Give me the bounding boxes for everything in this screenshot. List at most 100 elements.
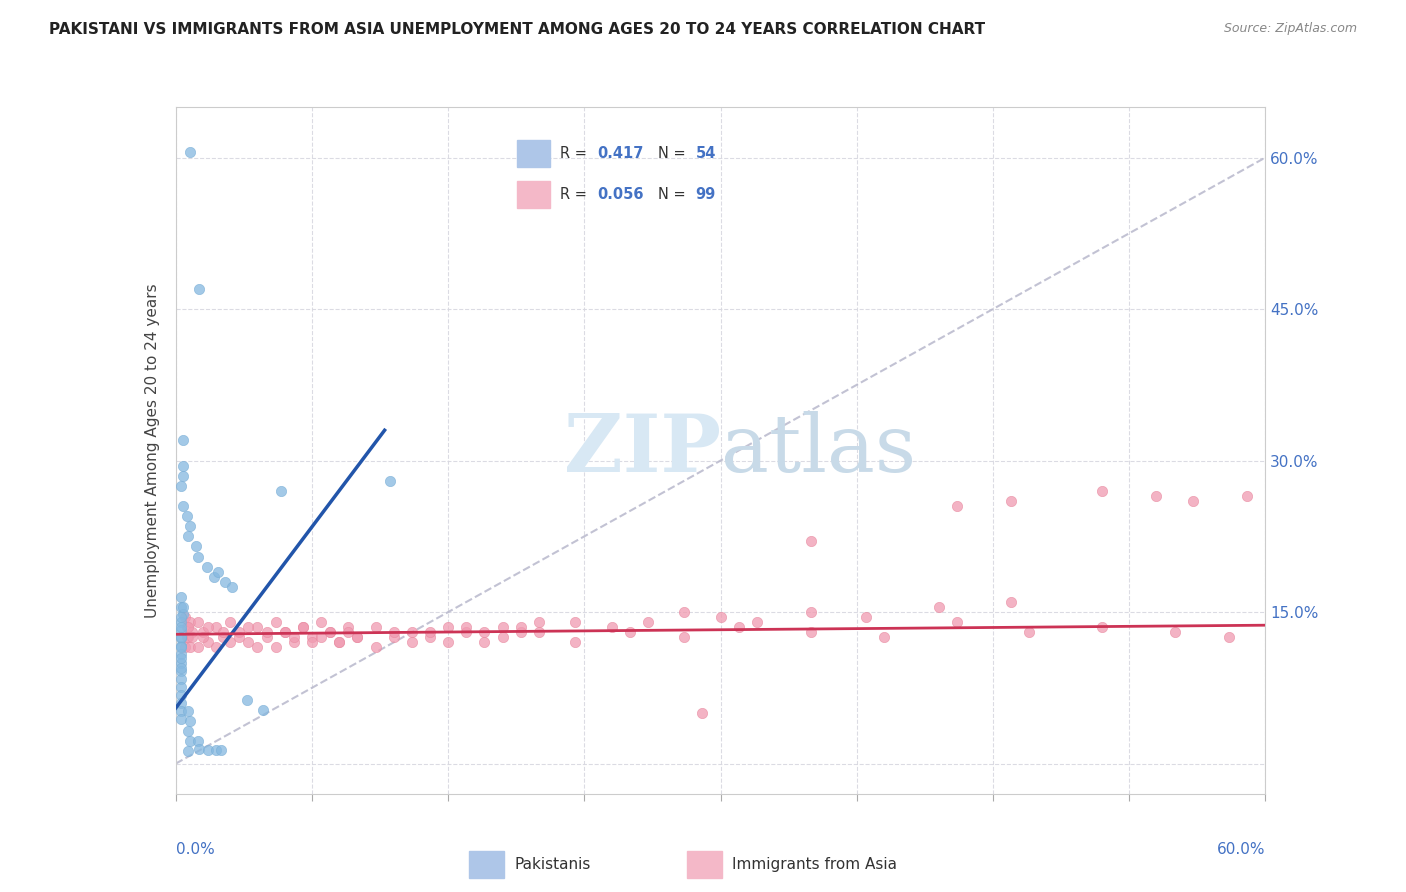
- Point: [291, 620, 314, 634]
- Point: [172, 434, 194, 448]
- Point: [172, 499, 194, 513]
- Point: [173, 610, 195, 624]
- Point: [1018, 625, 1040, 640]
- Point: [179, 145, 201, 160]
- Point: [283, 630, 305, 644]
- Point: [855, 610, 877, 624]
- Point: [1091, 483, 1114, 498]
- Point: [170, 624, 193, 638]
- Point: [184, 540, 207, 554]
- Point: [419, 625, 441, 640]
- Point: [179, 519, 201, 533]
- Point: [264, 640, 287, 655]
- Point: [1146, 489, 1168, 503]
- Text: 0.0%: 0.0%: [176, 842, 215, 857]
- Point: [191, 630, 214, 644]
- Point: [673, 630, 696, 644]
- Point: [172, 458, 194, 473]
- Point: [212, 625, 235, 640]
- Point: [177, 704, 200, 718]
- Point: [456, 620, 478, 634]
- Point: [328, 635, 350, 649]
- Point: [170, 630, 193, 644]
- Point: [337, 620, 360, 634]
- Point: [170, 680, 193, 694]
- Point: [419, 630, 441, 644]
- Point: [382, 630, 405, 644]
- Point: [170, 632, 193, 646]
- Point: [177, 744, 200, 758]
- Point: [437, 620, 460, 634]
- Point: [191, 625, 214, 640]
- Point: [1000, 595, 1022, 609]
- Point: [197, 620, 219, 634]
- Point: [564, 615, 586, 630]
- Point: [219, 615, 242, 630]
- Point: [301, 635, 323, 649]
- Point: [172, 468, 194, 483]
- Point: [692, 706, 714, 720]
- Point: [945, 615, 967, 630]
- Point: [228, 630, 250, 644]
- Point: [186, 640, 209, 655]
- Point: [238, 635, 260, 649]
- Point: [564, 635, 586, 649]
- Text: N =: N =: [658, 187, 690, 202]
- Point: [600, 620, 623, 634]
- Point: [202, 570, 225, 584]
- Point: [401, 625, 423, 640]
- Point: [207, 565, 229, 579]
- Point: [800, 605, 823, 619]
- Text: Source: ZipAtlas.com: Source: ZipAtlas.com: [1223, 22, 1357, 36]
- Point: [283, 635, 305, 649]
- Point: [270, 483, 292, 498]
- Point: [170, 672, 193, 686]
- Point: [170, 656, 193, 670]
- Point: [873, 630, 896, 644]
- Point: [219, 635, 242, 649]
- Point: [186, 615, 209, 630]
- Point: [337, 625, 360, 640]
- Point: [170, 688, 193, 702]
- Point: [170, 712, 193, 726]
- Point: [170, 610, 193, 624]
- Point: [256, 630, 278, 644]
- Point: [177, 630, 200, 644]
- Point: [179, 615, 201, 630]
- Point: [172, 607, 194, 621]
- Point: [945, 499, 967, 513]
- Point: [509, 620, 531, 634]
- Text: 60.0%: 60.0%: [1218, 842, 1265, 857]
- Point: [1218, 630, 1240, 644]
- Text: ZIP: ZIP: [564, 411, 721, 490]
- Point: [170, 615, 193, 630]
- Text: N =: N =: [658, 146, 690, 161]
- Point: [346, 630, 368, 644]
- Text: 0.056: 0.056: [598, 187, 644, 202]
- Point: [256, 625, 278, 640]
- Point: [170, 650, 193, 665]
- Point: [1000, 494, 1022, 508]
- Point: [291, 620, 314, 634]
- Point: [172, 600, 194, 615]
- Point: [170, 640, 193, 654]
- Point: [170, 600, 193, 615]
- Point: [382, 625, 405, 640]
- Point: [800, 625, 823, 640]
- Point: [328, 635, 350, 649]
- Point: [509, 625, 531, 640]
- Point: [214, 574, 236, 589]
- Point: [474, 625, 496, 640]
- Text: R =: R =: [560, 187, 591, 202]
- Text: PAKISTANI VS IMMIGRANTS FROM ASIA UNEMPLOYMENT AMONG AGES 20 TO 24 YEARS CORRELA: PAKISTANI VS IMMIGRANTS FROM ASIA UNEMPL…: [49, 22, 986, 37]
- Point: [170, 660, 193, 674]
- Point: [221, 580, 243, 594]
- Point: [235, 693, 257, 707]
- FancyBboxPatch shape: [517, 181, 550, 209]
- Point: [170, 696, 193, 710]
- Point: [527, 615, 550, 630]
- Point: [177, 529, 200, 543]
- Point: [177, 620, 200, 634]
- Point: [800, 534, 823, 549]
- Point: [170, 664, 193, 678]
